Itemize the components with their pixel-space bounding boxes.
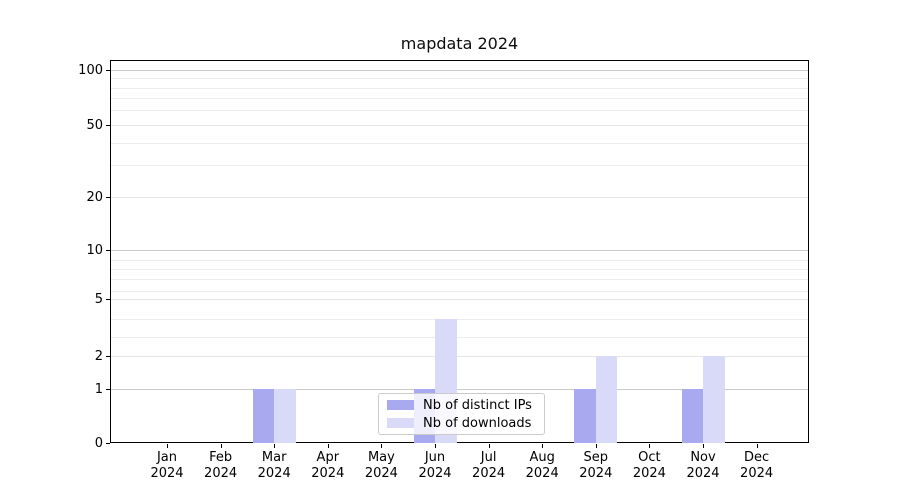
x-axis-tick-label: Jul 2024 (459, 450, 519, 482)
y-tick-mark (106, 70, 110, 71)
x-tick-month: May (367, 450, 395, 465)
x-tick-month: Dec (744, 450, 770, 465)
x-axis-tick-label: Jan 2024 (137, 450, 197, 482)
gridline-minor (111, 337, 808, 338)
bar-downloads-mar (274, 389, 296, 443)
x-tick-month: Jul (480, 450, 497, 465)
x-tick-year: 2024 (632, 466, 666, 481)
plot-area (110, 60, 809, 443)
x-axis-tick-label: Mar 2024 (244, 450, 304, 482)
x-tick-year: 2024 (150, 466, 184, 481)
gridline-minor (111, 87, 808, 89)
gridline-mid (111, 356, 808, 357)
x-axis-tick-label: Feb 2024 (191, 450, 251, 482)
x-tick-year: 2024 (418, 466, 452, 481)
x-tick-month: Aug (529, 450, 555, 465)
y-tick-mark (106, 250, 110, 251)
x-tick-mark (649, 444, 651, 448)
gridline-minor (111, 110, 808, 112)
gridline-major (111, 250, 808, 251)
legend: Nb of distinct IPs Nb of downloads (378, 393, 545, 435)
gridline-major (111, 70, 808, 71)
x-tick-mark (542, 444, 544, 448)
x-axis-tick-label: Jun 2024 (405, 450, 465, 482)
x-tick-mark (220, 444, 222, 448)
x-tick-month: Jun (424, 450, 446, 465)
x-tick-year: 2024 (525, 466, 559, 481)
x-tick-month: Sep (583, 450, 609, 465)
y-axis-tick-label: 10 (86, 243, 103, 258)
x-axis-tick-label: Nov 2024 (673, 450, 733, 482)
x-tick-mark (756, 444, 758, 448)
y-axis-tick-label: 50 (86, 118, 103, 133)
legend-label-downloads: Nb of downloads (423, 415, 532, 431)
y-tick-mark (106, 443, 110, 444)
x-tick-mark (167, 444, 168, 448)
gridline-minor (111, 165, 808, 167)
bar-downloads-nov (703, 356, 725, 443)
x-tick-year: 2024 (257, 466, 291, 481)
y-axis-tick-label: 0 (94, 436, 103, 451)
x-tick-year: 2024 (472, 466, 506, 481)
gridline-mid (111, 125, 808, 126)
gridline-major (111, 389, 808, 390)
legend-item-distinct-ips: Nb of distinct IPs (387, 398, 536, 413)
legend-swatch-downloads-icon (387, 418, 414, 428)
y-axis-tick-label: 5 (94, 292, 103, 307)
x-tick-year: 2024 (364, 466, 398, 481)
x-axis-tick-label: Aug 2024 (512, 450, 572, 482)
x-tick-mark (435, 444, 436, 448)
x-tick-mark (381, 444, 383, 448)
gridline-minor (111, 78, 808, 80)
gridline-mid (111, 197, 808, 198)
x-tick-mark (327, 444, 329, 448)
gridline-minor (111, 142, 808, 144)
x-tick-month: Nov (690, 450, 716, 465)
gridline-minor (111, 259, 808, 261)
x-tick-year: 2024 (204, 466, 238, 481)
y-tick-mark (106, 125, 110, 126)
x-tick-year: 2024 (740, 466, 774, 481)
gridline-minor (111, 279, 808, 280)
x-tick-mark (488, 444, 490, 448)
x-tick-month: Jan (156, 450, 178, 465)
gridline-mid (111, 299, 808, 300)
y-tick-mark (106, 389, 110, 390)
x-tick-month: Mar (261, 450, 287, 465)
legend-swatch-distinct-ips-icon (387, 400, 414, 410)
x-axis-tick-label: May 2024 (351, 450, 411, 482)
bar-distinct-ips-mar (252, 389, 275, 443)
x-tick-year: 2024 (686, 466, 720, 481)
gridline-minor (111, 268, 808, 270)
x-tick-mark (595, 444, 597, 448)
x-tick-mark (703, 444, 704, 448)
y-axis-tick-label: 20 (86, 190, 103, 205)
y-tick-mark (106, 197, 110, 198)
x-axis-tick-label: Apr 2024 (298, 450, 358, 482)
bar-downloads-sep (595, 356, 618, 443)
y-axis-tick-label: 1 (94, 382, 103, 397)
bar-distinct-ips-nov (681, 389, 703, 443)
gridline-minor (111, 291, 808, 292)
legend-item-downloads: Nb of downloads (387, 416, 536, 431)
x-axis-tick-label: Dec 2024 (727, 450, 787, 482)
x-tick-month: Feb (209, 450, 233, 465)
legend-label-distinct-ips: Nb of distinct IPs (423, 397, 532, 413)
gridline-minor (111, 318, 808, 320)
x-tick-month: Oct (638, 450, 661, 465)
x-tick-year: 2024 (311, 466, 345, 481)
y-tick-mark (106, 356, 110, 357)
x-axis-tick-label: Sep 2024 (566, 450, 626, 482)
x-tick-year: 2024 (579, 466, 613, 481)
x-tick-mark (274, 444, 276, 448)
chart-title: mapdata 2024 (400, 34, 519, 53)
x-tick-month: Apr (316, 450, 340, 465)
gridline-minor (111, 98, 808, 100)
y-axis-tick-label: 2 (94, 349, 103, 364)
y-tick-mark (106, 299, 110, 300)
x-axis-tick-label: Oct 2024 (619, 450, 679, 482)
bar-distinct-ips-sep (574, 389, 596, 443)
y-axis-tick-label: 100 (78, 63, 103, 78)
